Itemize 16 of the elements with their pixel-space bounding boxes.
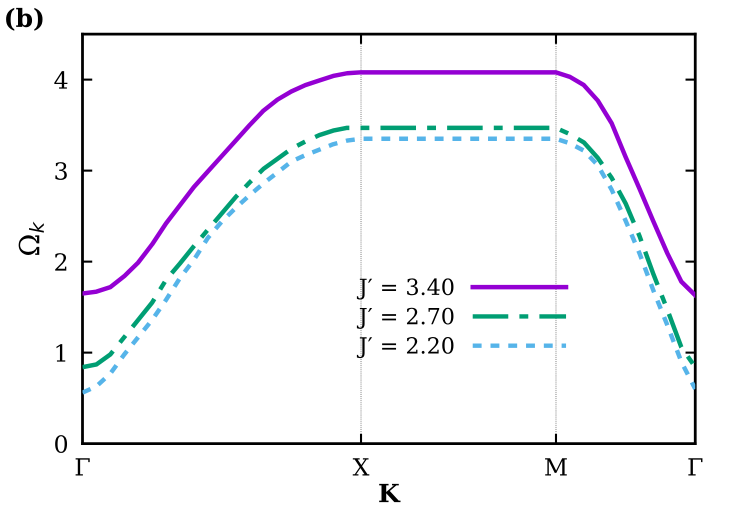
legend-label: J′ = 3.40 [356,278,454,300]
y-axis-title: Ω$_{k}$ [18,221,44,255]
legend-label: J′ = 2.20 [356,336,454,358]
legend-label: J′ = 2.70 [356,308,454,329]
y-tick-label: 2 [55,253,66,271]
x-axis-title: K [379,484,401,502]
x-tick-label: X [352,458,370,476]
y-tick-label: 0 [55,435,68,453]
line-series [82,70,696,298]
x-tick-label: Γ [76,458,90,476]
x-tick-label: M [545,458,567,476]
x-tick-label: Γ [688,458,702,476]
y-tick-label: 4 [54,71,68,89]
chart-title: (b) [6,8,43,31]
y-tick-label: 1 [56,344,66,362]
y-tick-label: 3 [55,162,67,180]
